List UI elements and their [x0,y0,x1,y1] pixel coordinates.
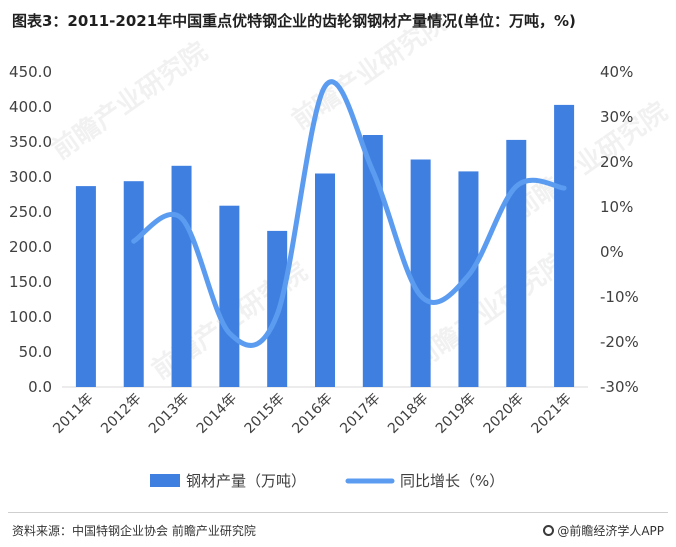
bar [554,104,575,388]
bar [123,181,144,387]
y-left-tick-label: 250.0 [9,203,52,221]
y-right-tick-label: 0% [600,243,624,261]
y-left-tick-label: 100.0 [9,308,52,326]
bar [171,165,192,387]
legend-swatch-bar [150,474,180,487]
bar [219,205,240,387]
y-left-tick-label: 150.0 [9,273,52,291]
brand-logo-icon [543,525,555,536]
y-right-tick-label: 10% [600,198,633,216]
x-tick-label: 2016年 [289,391,335,437]
watermark-text: 前瞻产业研究院 [506,96,673,226]
y-right-tick-label: -10% [600,288,639,306]
watermark-text: 前瞻产业研究院 [286,6,453,136]
x-tick-label: 2013年 [146,391,192,437]
bar [410,159,431,387]
y-left-tick-label: 300.0 [9,168,52,186]
y-left-tick-label: 50.0 [19,343,52,361]
x-tick-label: 2019年 [433,391,479,437]
bars-layer [75,104,575,388]
line-layer [131,79,567,348]
y-left-tick-label: 350.0 [9,133,52,151]
x-tick-label: 2018年 [385,391,431,437]
y-right-tick-label: 20% [600,153,633,171]
bar [362,135,383,387]
y-right-tick-label: -20% [600,333,639,351]
bar [75,186,96,387]
source-note: 资料来源：中国特钢企业协会 前瞻产业研究院 [12,524,256,538]
chart-title: 图表3：2011-2021年中国重点优特钢企业的齿轮钢钢材产量情况(单位：万吨，… [12,12,576,30]
x-tick-label: 2017年 [337,391,383,437]
x-tick-label: 2021年 [529,391,575,437]
watermark-text: 前瞻产业研究院 [406,246,573,376]
legend-label-line: 同比增长（%） [400,472,504,490]
x-tick-label: 2012年 [98,391,144,437]
x-tick-label: 2014年 [194,391,240,437]
y-left-tick-label: 200.0 [9,238,52,256]
y-right-tick-label: 40% [600,63,633,81]
watermark-text: 前瞻产业研究院 [46,36,213,166]
chart-area: 前瞻产业研究院前瞻产业研究院前瞻产业研究院前瞻产业研究院前瞻产业研究院 0.05… [9,6,673,490]
y-left-tick-label: 0.0 [28,378,52,396]
y-right-tick-label: 30% [600,108,633,126]
y-left-tick-label: 450.0 [9,63,52,81]
growth-line [131,79,567,348]
legend-label-bar: 钢材产量（万吨） [186,472,306,490]
brand-label: @前瞻经济学人APP [557,524,664,538]
brand-credit: @前瞻经济学人APP [543,522,664,539]
x-tick-label: 2020年 [481,391,527,437]
legend: 钢材产量（万吨） 同比增长（%） [150,472,504,490]
y-right-tick-label: -30% [600,378,639,396]
x-tick-label: 2015年 [242,391,288,437]
bar [315,173,335,387]
bar [506,139,527,387]
y-left-tick-label: 400.0 [9,98,52,116]
x-tick-label: 2011年 [50,391,96,437]
footer-divider [8,512,668,513]
